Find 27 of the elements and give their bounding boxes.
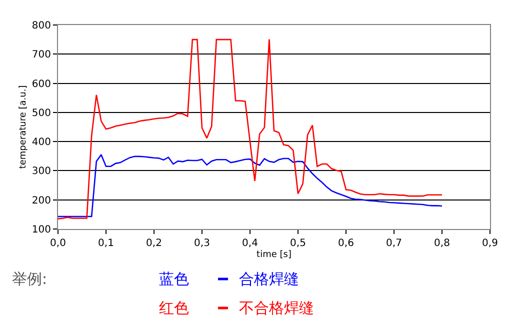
- x-tick-label: 0,6: [338, 238, 354, 249]
- x-tick-label: 0,3: [194, 238, 210, 249]
- y-axis-title: temperature [a.u.]: [18, 85, 28, 169]
- y-tick-label: 600: [32, 78, 51, 90]
- y-tick-label: 800: [32, 20, 51, 32]
- x-tick-label: 0,5: [290, 238, 306, 249]
- x-axis-title: time [s]: [256, 250, 292, 260]
- line-series: [58, 154, 443, 218]
- x-tick-label: 0,7: [386, 238, 402, 249]
- text: 红色: [159, 299, 189, 317]
- text: 蓝色: [159, 270, 189, 288]
- x-tick-label: 0,4: [242, 238, 258, 249]
- legend-label: 合格焊缝: [239, 270, 299, 288]
- x-tick-label: 0,0: [50, 238, 66, 249]
- x-tick-label: 0,1: [98, 238, 114, 249]
- legend-label: 不合格焊缝: [239, 299, 314, 317]
- text: 举例:: [12, 270, 48, 288]
- x-tick-label: 0,9: [482, 238, 498, 249]
- y-tick-label: 700: [32, 50, 51, 61]
- y-tick-label: 300: [32, 166, 51, 178]
- line-series: [58, 38, 443, 220]
- y-tick-label: 200: [32, 195, 51, 206]
- x-tick-label: 0,2: [146, 238, 162, 249]
- y-tick-label: 100: [32, 224, 51, 236]
- x-tick-label: 0,8: [434, 238, 450, 249]
- y-tick-label: 400: [32, 137, 51, 148]
- y-tick-label: 500: [32, 108, 51, 119]
